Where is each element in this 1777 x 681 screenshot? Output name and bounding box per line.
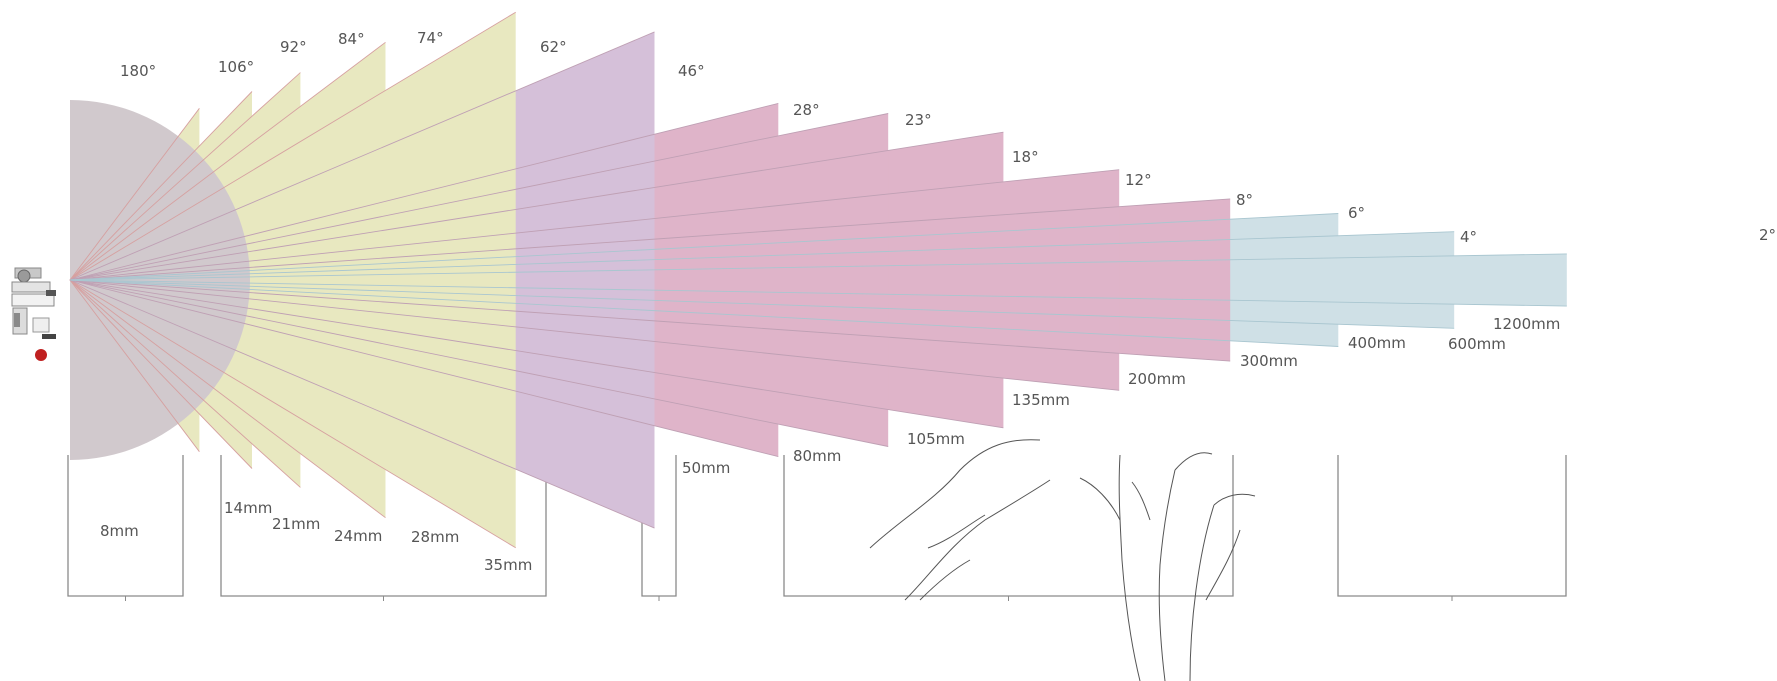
angle-label-6: 6° bbox=[1348, 204, 1365, 222]
focal-label-105mm: 105mm bbox=[907, 430, 965, 448]
focal-label-35mm: 35mm bbox=[484, 556, 532, 574]
wedge-edge-35mm-bottom bbox=[69, 279, 516, 549]
angle-label-84: 84° bbox=[338, 30, 365, 48]
wedge-edge-1200mm-bottom bbox=[69, 279, 1567, 307]
wedge-edge-14mm-top bbox=[69, 108, 200, 281]
focal-label-400mm: 400mm bbox=[1348, 334, 1406, 352]
wedge-8mm bbox=[70, 100, 250, 460]
focal-label-8mm: 8mm bbox=[100, 522, 139, 540]
wedge-edge-200mm-top bbox=[69, 169, 1120, 281]
wedge-edge-400mm-bottom bbox=[69, 279, 1339, 347]
wedge-edge-200mm-bottom bbox=[69, 279, 1120, 391]
frame-box-5 bbox=[1337, 455, 1567, 597]
angle-label-180: 180° bbox=[120, 62, 156, 80]
focal-label-600mm: 600mm bbox=[1448, 335, 1506, 353]
angle-label-4: 4° bbox=[1460, 228, 1477, 246]
wedge-edge-300mm-bottom bbox=[69, 279, 1231, 362]
wedge-edge-400mm-top bbox=[69, 213, 1339, 281]
wedge-edge-21mm-bottom bbox=[69, 279, 253, 469]
wedge-edge-80mm-bottom bbox=[69, 279, 779, 458]
angle-label-2: 2° bbox=[1759, 226, 1776, 244]
wedge-edge-50mm-top bbox=[69, 31, 655, 281]
wedge-edge-105mm-bottom bbox=[69, 279, 889, 447]
camera-icon bbox=[11, 267, 56, 361]
wedge-edge-300mm-top bbox=[69, 198, 1231, 281]
wedge-edge-lines bbox=[69, 11, 1567, 549]
wedge-edge-1200mm-top bbox=[69, 253, 1567, 281]
wedge-edge-600mm-bottom bbox=[69, 279, 1455, 329]
wedge-edge-135mm-top bbox=[69, 131, 1004, 281]
wedge-edge-28mm-bottom bbox=[69, 279, 386, 519]
wedge-edge-14mm-bottom bbox=[69, 279, 200, 452]
focal-label-50mm: 50mm bbox=[682, 459, 730, 477]
focal-label-1200mm: 1200mm bbox=[1493, 315, 1560, 333]
angle-label-92: 92° bbox=[280, 38, 307, 56]
angle-label-106: 106° bbox=[218, 58, 254, 76]
wedge-edge-28mm-top bbox=[69, 41, 386, 281]
angle-label-28: 28° bbox=[793, 101, 820, 119]
angle-label-8: 8° bbox=[1236, 191, 1253, 209]
wedge-edge-24mm-bottom bbox=[69, 279, 301, 488]
focal-label-300mm: 300mm bbox=[1240, 352, 1298, 370]
wedge-edge-24mm-top bbox=[69, 72, 301, 281]
focal-label-80mm: 80mm bbox=[793, 447, 841, 465]
wedge-edge-135mm-bottom bbox=[69, 279, 1004, 429]
wedge-edge-21mm-top bbox=[69, 91, 253, 281]
angle-label-46: 46° bbox=[678, 62, 705, 80]
focal-label-135mm: 135mm bbox=[1012, 391, 1070, 409]
focal-label-24mm: 24mm bbox=[334, 527, 382, 545]
angle-label-12: 12° bbox=[1125, 171, 1152, 189]
focal-label-28mm: 28mm bbox=[411, 528, 459, 546]
wedge-edge-50mm-bottom bbox=[69, 279, 655, 529]
sketch-drawing bbox=[869, 439, 1256, 681]
angle-label-62: 62° bbox=[540, 38, 567, 56]
wedge-edge-35mm-top bbox=[69, 11, 516, 281]
wedge-edge-80mm-top bbox=[69, 102, 779, 281]
angle-label-18: 18° bbox=[1012, 148, 1039, 166]
focal-label-14mm: 14mm bbox=[224, 499, 272, 517]
angle-label-23: 23° bbox=[905, 111, 932, 129]
frame-box-4 bbox=[783, 455, 1234, 597]
wedge-edge-105mm-top bbox=[69, 113, 889, 281]
focal-label-200mm: 200mm bbox=[1128, 370, 1186, 388]
angle-label-74: 74° bbox=[417, 29, 444, 47]
focal-label-21mm: 21mm bbox=[272, 515, 320, 533]
wedge-labels: 180° 8mm 106° 14mm 92° 21mm 84° 24mm 74° 28mm 62° 3… bbox=[100, 29, 1776, 574]
wedge-edge-600mm-top bbox=[69, 231, 1455, 281]
